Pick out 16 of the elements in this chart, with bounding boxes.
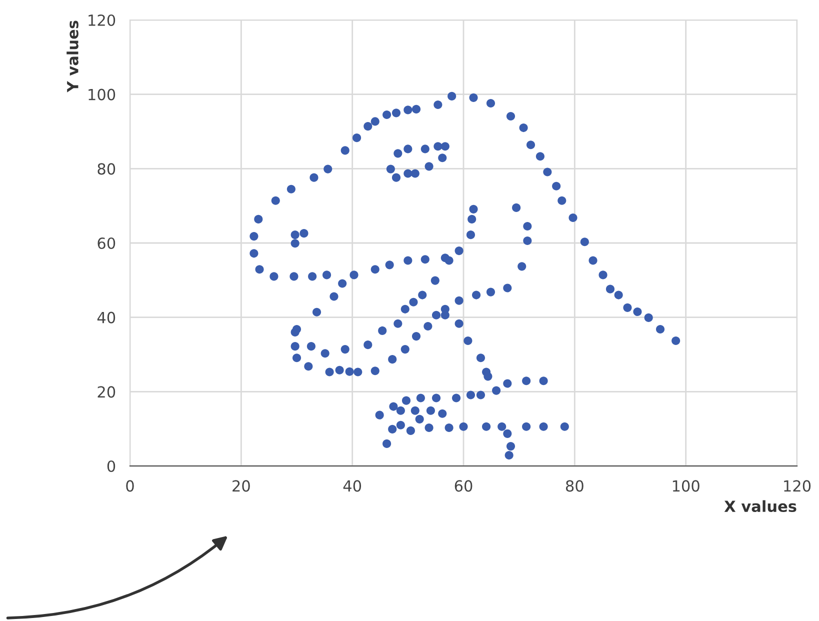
y-tick-label: 100 [88,88,116,100]
y-tick-label: 60 [98,237,116,250]
y-tick-label: 40 [97,312,116,324]
x-tick-label: 60 [454,480,472,492]
x-tick-label: 120 [784,480,811,492]
y-tick-label: 80 [98,163,116,175]
y-tick-label: 0 [107,460,116,472]
x-axis-title: X values [724,500,796,512]
x-tick-label: 100 [672,480,700,492]
y-axis-title: Y values [66,20,78,92]
y-tick-label: 120 [88,14,116,26]
x-tick-label: 0 [126,480,134,492]
y-tick-label: 20 [98,386,116,398]
x-tick-label: 20 [232,480,250,492]
x-tick-label: 80 [566,480,584,492]
x-tick-label: 40 [343,480,362,492]
